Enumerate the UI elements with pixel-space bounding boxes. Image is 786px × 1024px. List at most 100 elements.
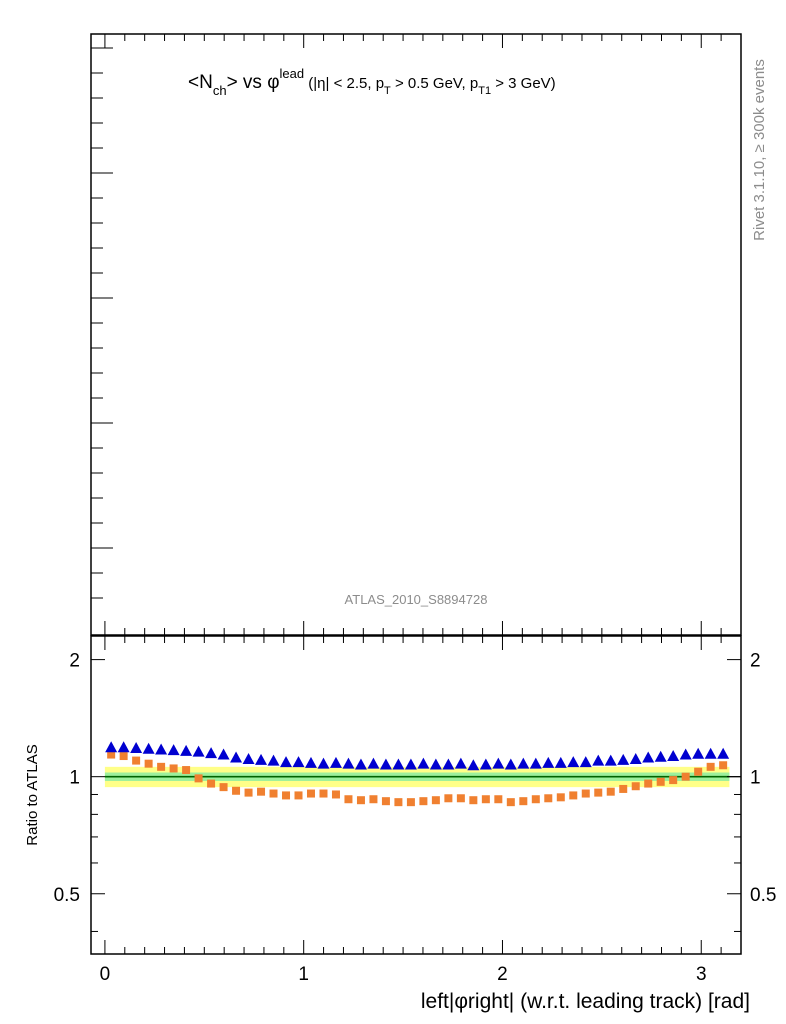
ratio-y-axis-label: Ratio to ATLAS xyxy=(24,744,41,845)
triangle-marker xyxy=(717,747,730,759)
square-marker xyxy=(569,791,578,800)
square-marker xyxy=(594,788,603,797)
square-marker xyxy=(257,787,266,796)
square-marker xyxy=(169,764,178,773)
triangle-marker xyxy=(617,753,630,765)
main-plot-panel: <Nch> vs φlead (|η| < 2.5, pT > 0.5 GeV,… xyxy=(90,33,742,636)
title-cuts-1: (|η| < 2.5, p xyxy=(304,75,384,92)
title-vs: > vs xyxy=(227,72,268,93)
triangle-marker xyxy=(492,757,505,769)
square-marker xyxy=(694,767,703,776)
square-marker xyxy=(294,791,303,800)
square-marker xyxy=(606,787,615,796)
triangle-marker xyxy=(517,757,530,769)
square-marker xyxy=(581,789,590,798)
square-marker xyxy=(456,794,465,803)
main-plot-title: <Nch> vs φlead (|η| < 2.5, pT > 0.5 GeV,… xyxy=(188,66,556,98)
square-marker xyxy=(157,762,166,771)
triangle-marker xyxy=(304,756,317,768)
triangle-marker xyxy=(667,750,680,762)
triangle-marker xyxy=(642,751,655,763)
square-marker xyxy=(681,772,690,781)
ratio-uncertainty-bands xyxy=(104,766,741,788)
main-plot-frame xyxy=(90,33,742,636)
triangle-marker xyxy=(180,744,193,756)
title-phi: φ xyxy=(267,72,279,93)
square-marker xyxy=(419,797,428,806)
triangle-marker xyxy=(592,754,605,766)
triangle-marker xyxy=(267,754,280,766)
ratio-plot-panel: 0 1 2 3 0.5 0.5 1 1 2 2 Ratio to ATLAS left|φrigh… xyxy=(24,635,776,1013)
triangle-marker xyxy=(704,747,717,759)
y-tick-label-left: 2 xyxy=(69,651,80,672)
x-tick-label: 1 xyxy=(298,964,309,985)
square-marker xyxy=(656,777,665,786)
x-tick-label: 3 xyxy=(696,964,707,985)
triangle-marker xyxy=(417,757,430,769)
triangle-marker xyxy=(679,748,692,760)
x-tick-label: 0 xyxy=(100,964,111,985)
triangle-marker xyxy=(404,758,417,770)
square-marker xyxy=(556,793,565,802)
square-marker xyxy=(406,798,415,807)
title-n-open: <N xyxy=(188,72,213,93)
square-marker xyxy=(182,766,191,775)
triangle-marker xyxy=(454,757,467,769)
main-plot-ticks xyxy=(91,34,742,635)
square-marker xyxy=(132,756,141,765)
triangle-marker xyxy=(329,756,342,768)
triangle-marker xyxy=(242,753,255,765)
square-marker xyxy=(531,795,540,804)
square-marker xyxy=(344,795,353,804)
triangle-marker xyxy=(392,758,405,770)
square-marker xyxy=(506,798,515,807)
triangle-marker xyxy=(167,744,180,756)
triangle-marker xyxy=(354,758,367,770)
triangle-marker xyxy=(217,748,230,760)
triangle-marker xyxy=(529,757,542,769)
triangle-marker xyxy=(317,757,330,769)
triangle-marker xyxy=(230,751,243,763)
triangle-marker xyxy=(629,753,642,765)
square-marker xyxy=(706,762,715,771)
title-pt-sub: T xyxy=(384,85,391,97)
triangle-marker xyxy=(692,747,705,759)
square-marker xyxy=(269,789,278,798)
square-marker xyxy=(381,797,390,806)
triangle-marker xyxy=(504,758,517,770)
triangle-marker xyxy=(479,758,492,770)
triangle-marker xyxy=(205,747,218,759)
triangle-marker xyxy=(442,758,455,770)
triangle-marker xyxy=(604,754,617,766)
square-marker xyxy=(644,779,653,788)
y-tick-label-right: 1 xyxy=(750,768,761,789)
triangle-marker xyxy=(192,745,205,757)
triangle-marker xyxy=(567,756,580,768)
x-tick-label: 2 xyxy=(497,964,508,985)
square-marker xyxy=(319,789,328,798)
triangle-marker xyxy=(342,757,355,769)
triangle-marker xyxy=(117,741,130,753)
title-ch-sub: ch xyxy=(213,83,227,98)
square-marker xyxy=(669,776,678,785)
triangle-marker xyxy=(654,750,667,762)
square-marker xyxy=(207,779,216,788)
triangle-marker xyxy=(379,758,392,770)
triangle-marker xyxy=(542,756,555,768)
triangle-marker xyxy=(467,759,480,771)
square-marker xyxy=(356,796,365,805)
title-cuts-2: > 0.5 GeV, p xyxy=(391,75,478,92)
square-marker xyxy=(544,794,553,803)
y-tick-label-right: 2 xyxy=(750,651,761,672)
square-marker xyxy=(519,797,528,806)
square-marker xyxy=(394,798,403,807)
triangle-marker xyxy=(155,743,168,755)
triangle-marker xyxy=(367,757,380,769)
square-marker xyxy=(282,791,291,800)
square-marker xyxy=(244,788,253,797)
triangle-marker xyxy=(130,742,143,754)
square-marker xyxy=(331,790,340,799)
square-marker xyxy=(119,752,128,761)
square-marker xyxy=(619,784,628,793)
